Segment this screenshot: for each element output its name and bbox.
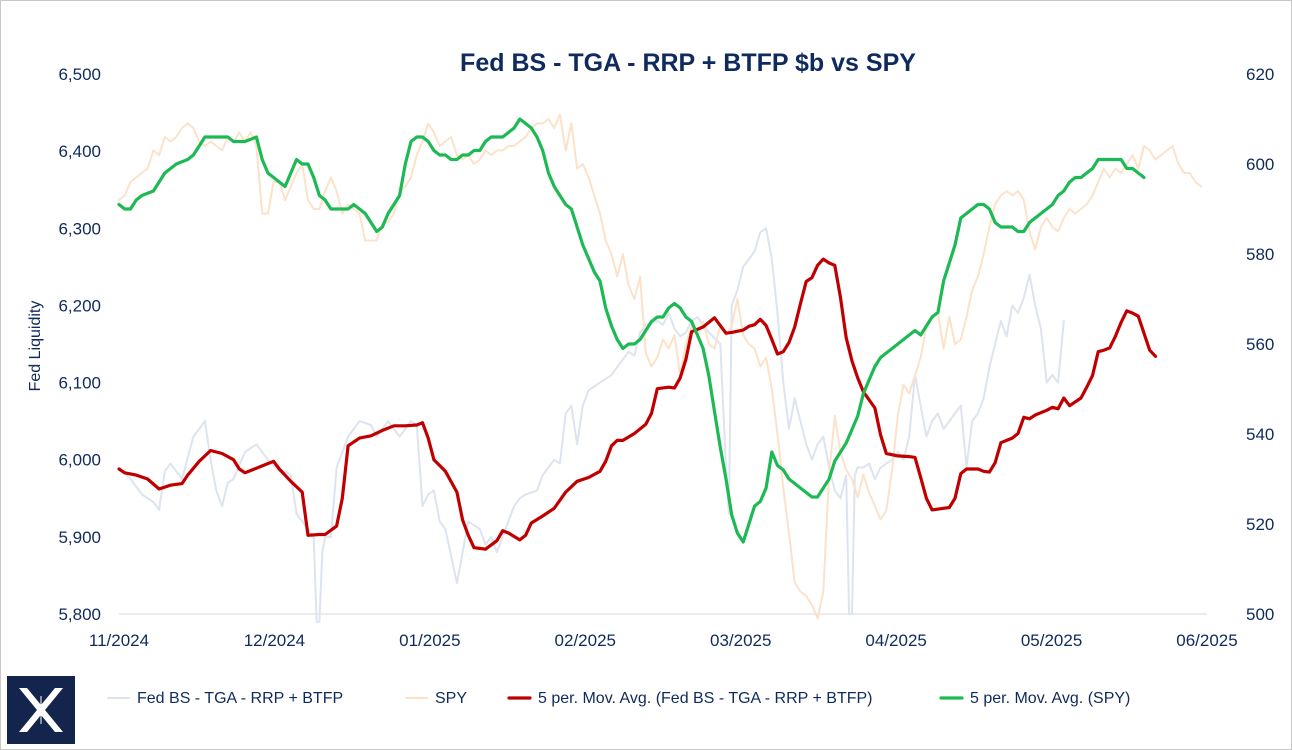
y-tick-label: 5,800 <box>58 605 101 624</box>
y2-tick-label: 560 <box>1246 335 1274 354</box>
y-axis-label: Fed Liquidity <box>27 301 44 392</box>
legend: Fed BS - TGA - RRP + BTFP SPY 5 per. Mov. … <box>107 690 1130 707</box>
y2-tick-label: 520 <box>1246 515 1274 534</box>
x-tick-label: 05/2025 <box>1021 631 1082 650</box>
x-tick-label: 04/2025 <box>865 631 926 650</box>
x-tick-label: 11/2024 <box>89 631 149 650</box>
x-tick-label: 01/2025 <box>399 631 460 650</box>
y-tick-label: 6,100 <box>58 374 101 393</box>
legend-label-4: 5 per. Mov. Avg. (SPY) <box>970 690 1130 707</box>
x-axis-tick-labels: 11/2024 12/2024 01/2025 02/2025 03/2025 04/20… <box>89 631 1238 650</box>
legend-label-1: Fed BS - TGA - RRP + BTFP <box>137 690 343 707</box>
y-tick-label: 5,900 <box>58 528 101 547</box>
x-tick-label: 06/2025 <box>1176 631 1237 650</box>
series-line-2 <box>118 113 1203 620</box>
y-tick-label: 6,300 <box>58 219 101 238</box>
right-axis-tick-labels: 500 520 540 560 580 600 620 <box>1246 65 1274 624</box>
legend-label-3: 5 per. Mov. Avg. (Fed BS - TGA - RRP + B… <box>538 690 872 707</box>
x-tick-label: 03/2025 <box>710 631 771 650</box>
y2-tick-label: 500 <box>1246 605 1274 624</box>
y2-tick-label: 540 <box>1246 425 1274 444</box>
y2-tick-label: 620 <box>1246 65 1274 84</box>
y-tick-label: 6,400 <box>58 142 101 161</box>
y2-tick-label: 600 <box>1246 155 1274 174</box>
left-axis-tick-labels: 5,800 5,900 6,000 6,100 6,200 6,300 6,400 6,500 <box>58 65 101 624</box>
y-tick-label: 6,000 <box>58 451 101 470</box>
y2-tick-label: 580 <box>1246 245 1274 264</box>
series-layer <box>117 113 1203 623</box>
y-tick-label: 6,200 <box>58 296 101 315</box>
y-tick-label: 6,500 <box>58 65 101 84</box>
series-line-4 <box>117 117 1146 544</box>
x-tick-label: 02/2025 <box>555 631 616 650</box>
x-tick-label: 12/2024 <box>244 631 305 650</box>
series-line-1 <box>118 227 1065 623</box>
legend-label-2: SPY <box>435 690 467 707</box>
series-line-3 <box>117 257 1158 551</box>
logo-icon <box>7 676 75 744</box>
chart-title: Fed BS - TGA - RRP + BTFP $b vs SPY <box>460 49 916 77</box>
